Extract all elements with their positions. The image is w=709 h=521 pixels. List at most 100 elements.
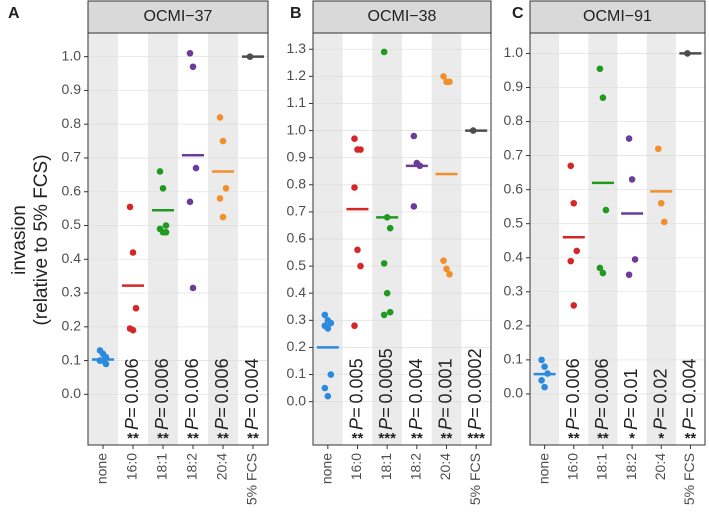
point bbox=[102, 360, 110, 368]
point bbox=[219, 213, 227, 221]
y-tick-label: 0.1 bbox=[287, 365, 307, 381]
p-prefix: P= bbox=[592, 407, 612, 430]
panel-border bbox=[87, 32, 269, 446]
stars: *** bbox=[378, 430, 396, 447]
point bbox=[599, 94, 607, 101]
point bbox=[628, 176, 636, 183]
point bbox=[189, 284, 197, 292]
point bbox=[386, 308, 394, 316]
column-shade bbox=[530, 33, 560, 445]
point bbox=[132, 304, 140, 312]
y-tick-label: 0.6 bbox=[62, 182, 82, 198]
x-tick-label: 16:0 bbox=[124, 453, 140, 480]
p-prefix: P= bbox=[406, 407, 426, 430]
p-number: 0.0005 bbox=[376, 348, 396, 403]
point bbox=[654, 145, 662, 153]
y-axis-label-line: invasion bbox=[9, 205, 30, 275]
stars: ** bbox=[411, 430, 423, 447]
p-prefix: P= bbox=[242, 407, 262, 430]
p-number: 0.004 bbox=[242, 358, 262, 403]
point bbox=[321, 384, 329, 392]
y-tick-label: 0.8 bbox=[504, 112, 524, 128]
stars: ** bbox=[597, 430, 609, 447]
stars: ** bbox=[247, 430, 259, 447]
point bbox=[573, 247, 581, 255]
point bbox=[351, 135, 358, 143]
stars: ** bbox=[157, 430, 169, 447]
p-value: P= 0.004 bbox=[679, 358, 699, 430]
y-axis-label-line: (relative to 5% FCS) bbox=[31, 154, 52, 325]
p-number: 0.006 bbox=[212, 358, 232, 403]
p-value: P= 0.01 bbox=[621, 368, 641, 430]
x-tick-label: none bbox=[94, 453, 110, 484]
panel-label: B bbox=[290, 5, 302, 22]
x-tick-label: 18:1 bbox=[594, 453, 610, 480]
y-tick-label: 1.0 bbox=[287, 121, 307, 137]
p-prefix: P= bbox=[376, 407, 396, 430]
point bbox=[380, 311, 388, 319]
y-tick-label: 0.4 bbox=[287, 284, 307, 300]
strip bbox=[87, 0, 269, 34]
p-value: P= 0.006 bbox=[182, 358, 202, 430]
stars: *** bbox=[467, 430, 485, 447]
point bbox=[657, 199, 665, 207]
panel-border bbox=[529, 32, 706, 446]
point bbox=[380, 260, 388, 267]
y-tick-label: 0.7 bbox=[504, 146, 524, 162]
point bbox=[351, 322, 358, 330]
point bbox=[159, 185, 167, 192]
point bbox=[129, 326, 137, 334]
point bbox=[222, 185, 230, 192]
y-tick-label: 0.2 bbox=[287, 338, 307, 354]
x-tick-label: 18:1 bbox=[154, 453, 170, 480]
point bbox=[129, 249, 137, 256]
x-tick-label: 18:1 bbox=[378, 453, 394, 480]
p-value: P= 0.006 bbox=[122, 358, 142, 430]
y-tick-label: 0.3 bbox=[287, 311, 307, 327]
column-shade bbox=[208, 33, 238, 445]
point bbox=[192, 164, 200, 172]
y-tick-label: 0.5 bbox=[504, 214, 524, 230]
stars: ** bbox=[187, 430, 199, 447]
y-tick-label: 0.9 bbox=[62, 81, 82, 97]
point bbox=[357, 146, 364, 153]
y-tick-label: 0.5 bbox=[62, 216, 82, 232]
stars: ** bbox=[217, 430, 229, 447]
point bbox=[327, 319, 335, 327]
point bbox=[321, 311, 329, 319]
panel-label: A bbox=[8, 5, 20, 22]
y-tick-label: 0.9 bbox=[287, 148, 307, 164]
p-number: 0.006 bbox=[152, 358, 172, 403]
p-value: P= 0.006 bbox=[152, 358, 172, 430]
point bbox=[383, 289, 391, 297]
y-tick-label: 0.8 bbox=[62, 115, 82, 131]
column-shade bbox=[588, 33, 618, 445]
p-prefix: P= bbox=[346, 407, 366, 430]
panel-title: OCMI−91 bbox=[583, 8, 652, 25]
y-tick-label: 0.5 bbox=[287, 257, 307, 273]
p-number: 0.006 bbox=[122, 358, 142, 403]
stars: ** bbox=[127, 430, 139, 447]
x-tick-label: 18:2 bbox=[184, 453, 200, 480]
p-value: P= 0.001 bbox=[435, 358, 455, 430]
stars: ** bbox=[352, 430, 364, 447]
point bbox=[216, 195, 224, 202]
point bbox=[625, 271, 633, 279]
point bbox=[443, 265, 450, 273]
column-shade bbox=[88, 33, 118, 445]
p-prefix: P= bbox=[212, 407, 232, 430]
point bbox=[357, 262, 364, 270]
point bbox=[541, 363, 548, 370]
point bbox=[602, 206, 610, 214]
p-prefix: P= bbox=[152, 407, 172, 430]
y-axis-label: invasion (relative to 5% FCS) bbox=[9, 154, 52, 325]
p-prefix: P= bbox=[563, 407, 583, 430]
x-tick-label: 20:4 bbox=[214, 453, 230, 480]
point bbox=[660, 218, 668, 226]
point bbox=[126, 203, 134, 211]
p-value: P= 0.006 bbox=[592, 358, 612, 430]
point bbox=[219, 137, 227, 145]
x-tick-label: none bbox=[535, 453, 551, 484]
p-value: P= 0.006 bbox=[212, 358, 232, 430]
